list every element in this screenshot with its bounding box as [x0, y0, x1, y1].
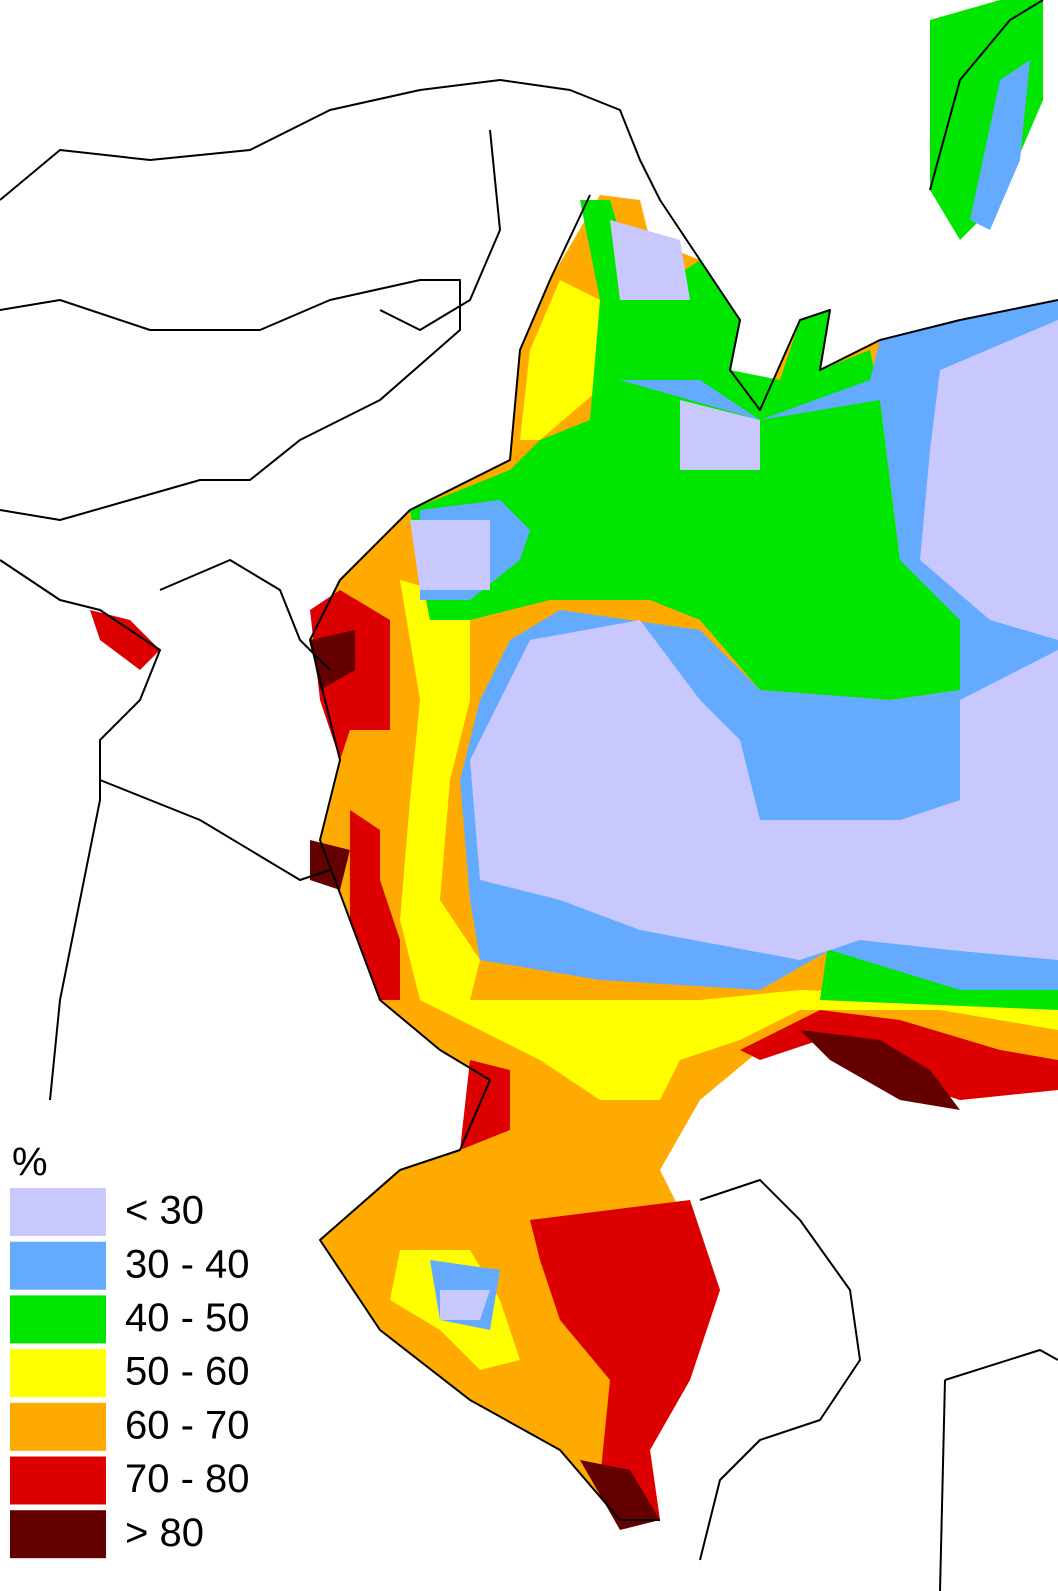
- legend-label: 30 - 40: [125, 1242, 250, 1286]
- border: [159, 559, 331, 671]
- legend-swatch: [10, 1402, 106, 1451]
- region: [470, 620, 1058, 960]
- coastline: [379, 129, 501, 331]
- legend-swatch: [10, 1510, 106, 1559]
- border: [944, 1349, 1058, 1381]
- legend-title: %: [12, 1141, 48, 1185]
- region: [400, 580, 1058, 1100]
- legend-label: 60 - 70: [125, 1403, 250, 1447]
- coastline: [699, 1179, 861, 1561]
- legend-label: 40 - 50: [125, 1296, 250, 1340]
- region: [920, 320, 1058, 640]
- region: [520, 280, 610, 440]
- region: [410, 520, 490, 590]
- border: [99, 779, 331, 881]
- legend-label: < 30: [125, 1189, 204, 1233]
- legend-label: 50 - 60: [125, 1350, 250, 1394]
- region: [680, 400, 760, 470]
- coastline: [309, 194, 660, 1521]
- map-regions: [90, 0, 1058, 1530]
- legend-swatch: [10, 1456, 106, 1505]
- legend-swatch: [10, 1349, 106, 1398]
- legend-label: > 80: [125, 1511, 204, 1555]
- coastline: [0, 279, 461, 521]
- region: [90, 610, 160, 670]
- region: [530, 1200, 720, 1520]
- region: [970, 60, 1030, 230]
- region: [930, 0, 1043, 240]
- border: [939, 1379, 946, 1591]
- coastline: [0, 559, 161, 1101]
- region: [460, 1060, 510, 1150]
- legend-swatch: [10, 1188, 106, 1236]
- coastline: [929, 0, 1044, 191]
- legend-swatch: [10, 1241, 106, 1290]
- region: [800, 1030, 960, 1110]
- legend-swatch: [10, 1295, 106, 1344]
- region: [580, 1460, 660, 1530]
- legend-label: 70 - 80: [125, 1457, 250, 1501]
- region: [610, 220, 690, 300]
- coastline: [0, 79, 1058, 411]
- region: [440, 1290, 490, 1320]
- region: [310, 630, 355, 690]
- legend: % < 30 30 - 40 40 - 50 50 - 60 60 - 70 70 - 8…: [10, 1141, 250, 1559]
